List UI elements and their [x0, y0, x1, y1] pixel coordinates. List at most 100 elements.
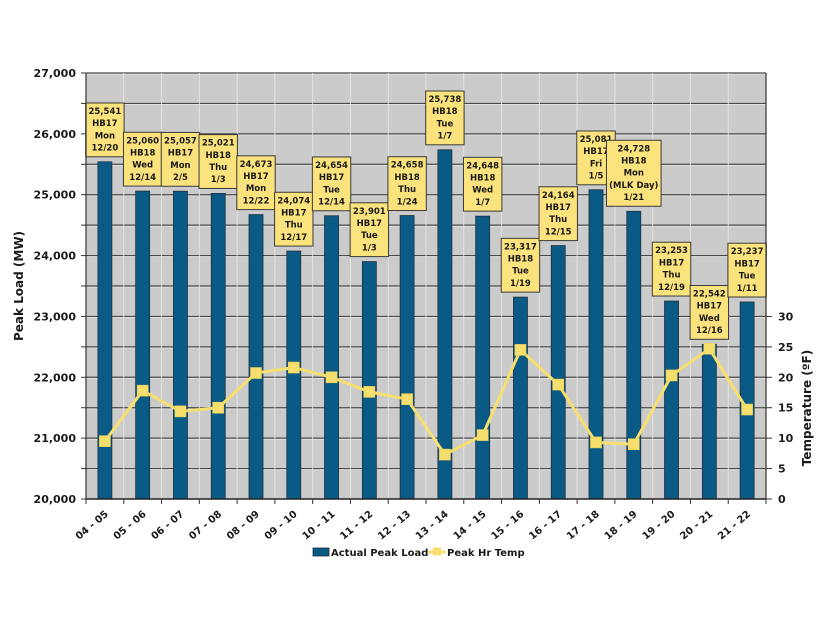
- callout-text: 22,542: [693, 290, 726, 300]
- callout-text: HB17: [734, 259, 760, 269]
- callout-box: [274, 191, 314, 247]
- callout-text: Mon: [95, 131, 115, 141]
- callout-box: [689, 285, 730, 340]
- callout-text: 1/11: [737, 284, 758, 294]
- callout-box: [651, 241, 692, 297]
- callout-text: 1/7: [475, 198, 490, 208]
- callout-text: HB17: [92, 119, 118, 129]
- x-tick-label: 10 - 11: [301, 509, 338, 542]
- callout: 23,253 HB17 Thu 12/19: [651, 241, 692, 297]
- temp-marker-09-10: [287, 361, 300, 374]
- temp-marker-15-16: [514, 344, 527, 356]
- bar-06-07: [173, 190, 188, 500]
- callout-box: [605, 139, 662, 207]
- bar-16-17: [550, 245, 566, 500]
- y2-tick-label: 20: [778, 371, 794, 384]
- bar-19-20: [664, 300, 679, 500]
- callout-text: 24,673: [240, 160, 273, 170]
- y-tick-label: 24,000: [34, 250, 77, 263]
- y-tick-label: 26,000: [34, 128, 77, 141]
- callout-text: HB18: [394, 173, 420, 183]
- y-tick-label: 22,000: [34, 371, 77, 384]
- callout: 24,164 HB17 Thu 12/15: [538, 186, 578, 242]
- callout-text: 12/15: [545, 227, 572, 237]
- x-tick-label: 20 - 21: [678, 509, 715, 542]
- x-tick-label: 17 - 18: [565, 509, 602, 542]
- x-tick-label: 13 - 14: [414, 509, 451, 542]
- line-peak-hr-temp: [99, 342, 753, 461]
- temp-marker-16-17: [552, 378, 565, 391]
- callout: 25,738 HB18 Tue 1/7: [425, 90, 465, 146]
- callout-text: Tue: [512, 267, 529, 277]
- callout-text: Thu: [398, 185, 416, 195]
- callout-text: 12/20: [92, 144, 119, 154]
- callout-text: 23,317: [504, 242, 537, 252]
- x-tick-label: 14 - 15: [452, 509, 489, 542]
- callout: 24,673 HB17 Mon 12/22: [236, 155, 276, 211]
- bar-04-05: [97, 161, 113, 500]
- callout-box: [236, 155, 276, 211]
- temp-marker-14-15: [476, 429, 489, 441]
- bar-12-13: [399, 215, 415, 500]
- bar-08-09: [248, 214, 264, 500]
- legend-label: Peak Hr Temp: [447, 548, 525, 559]
- bar-09-10: [286, 250, 302, 500]
- callout-text: 25,060: [126, 136, 159, 146]
- callout-text: HB18: [508, 255, 534, 265]
- legend-swatch-bar: [312, 547, 330, 557]
- callout-text: 1/21: [623, 193, 644, 203]
- y2-tick-label: 10: [778, 432, 794, 445]
- callout-text: 24,648: [466, 161, 499, 171]
- callout-text: 23,901: [353, 207, 386, 217]
- x-tick-label: 08 - 09: [225, 509, 262, 542]
- callout: 24,648 HB18 Wed 1/7: [462, 156, 503, 212]
- callout-text: 12/14: [318, 198, 345, 208]
- x-tick-label: 06 - 07: [149, 509, 186, 542]
- bar-07-08: [210, 193, 226, 500]
- callout-text: Mon: [170, 161, 190, 171]
- bar-14-15: [475, 215, 491, 500]
- callout-text: 1/5: [589, 172, 604, 182]
- callout: 25,541 HB17 Mon 12/20: [85, 102, 125, 158]
- callout-text: 12/17: [280, 233, 307, 243]
- callout: 24,654 HB17 Tue 12/14: [311, 156, 352, 212]
- legend-swatch-marker: [433, 547, 441, 556]
- callout-box: [500, 237, 541, 293]
- y-tick-label: 20,000: [34, 493, 77, 506]
- callout-box: [538, 186, 578, 242]
- callout-text: Thu: [549, 215, 567, 225]
- callout-text: 23,253: [655, 246, 688, 256]
- callout-text: Thu: [209, 163, 227, 173]
- callout-text: 25,738: [428, 95, 461, 105]
- callout-text: Tue: [361, 231, 378, 241]
- callout-text: Tue: [323, 185, 340, 195]
- callout-text: 24,654: [315, 161, 348, 171]
- x-tick-label: 15 - 16: [489, 509, 526, 542]
- callout: 22,542 HB17 Wed 12/16: [689, 285, 730, 340]
- callout-text: 24,658: [391, 161, 424, 171]
- callout-text: Wed: [699, 314, 720, 324]
- y-axis-title: Peak Load (MW): [12, 231, 26, 341]
- temp-marker-05-06: [136, 384, 149, 397]
- callout: 23,901 HB17 Tue 1/3: [349, 202, 390, 258]
- x-tick-label: 12 - 13: [376, 509, 413, 542]
- x-tick-label: 11 - 12: [338, 509, 375, 542]
- callout-text: 25,057: [164, 136, 197, 146]
- callout-text: HB17: [168, 149, 194, 159]
- callout-text: HB17: [243, 172, 269, 182]
- callout-box: [727, 242, 767, 298]
- callout-text: 1/3: [211, 175, 226, 185]
- callout-text: 24,074: [277, 196, 310, 206]
- y-tick-label: 23,000: [34, 310, 77, 323]
- y2-tick-label: 0: [778, 493, 786, 506]
- callout-text: 1/19: [510, 279, 531, 289]
- callout-box: [425, 90, 465, 146]
- callout-text: HB18: [206, 151, 232, 161]
- callout-text: 1/24: [397, 197, 418, 207]
- callout: 25,060 HB18 Wed 12/14: [122, 131, 163, 187]
- callout-text: Thu: [663, 271, 681, 281]
- temp-line: [103, 347, 749, 457]
- y-tick-label: 21,000: [34, 432, 77, 445]
- callout: 25,021 HB18 Thu 1/3: [198, 134, 238, 189]
